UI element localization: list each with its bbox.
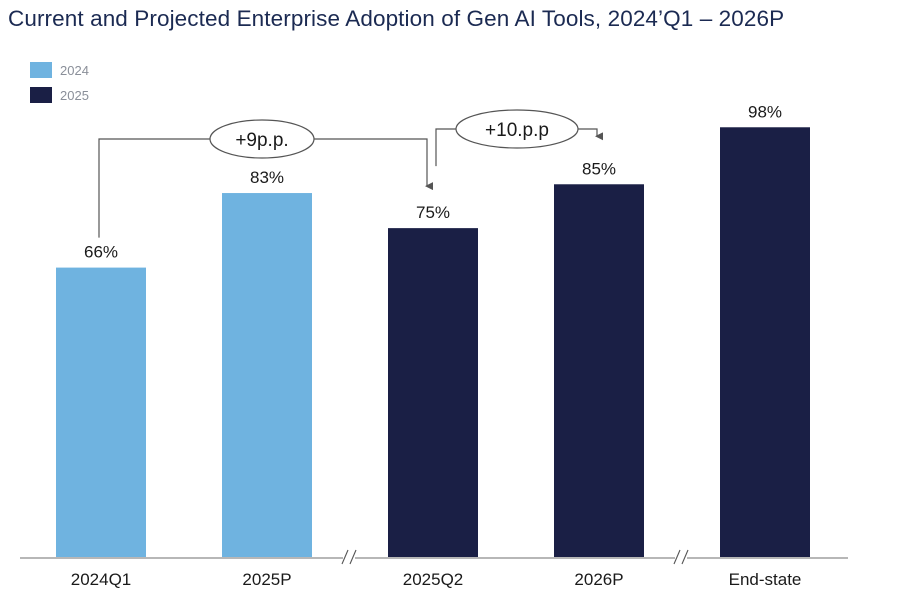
axis-break-gap-1: [343, 549, 355, 565]
bar-2025Q2: [388, 228, 478, 557]
x-tick-label-2025Q2: 2025Q2: [403, 570, 464, 589]
axis-break-slash-1a: [341, 549, 349, 565]
axis-break-slash-2b: [681, 549, 689, 565]
x-tick-label-2024Q1: 2024Q1: [71, 570, 132, 589]
bar-2025P: [222, 193, 312, 558]
legend-label-2025: 2025: [60, 88, 89, 103]
axis-break-slash-2a: [673, 549, 681, 565]
callout-label-2: +10.p.p: [485, 120, 549, 141]
legend-label-2024: 2024: [60, 63, 89, 78]
legend-swatch-2025: [30, 87, 52, 103]
data-label-2024Q1: 66%: [84, 243, 118, 262]
x-tick-label-End-state: End-state: [729, 570, 802, 589]
callout-bubble-1: [209, 119, 315, 159]
bar-2026P: [554, 184, 644, 557]
callout-label-1: +9p.p.: [235, 130, 288, 151]
bar-2024Q1: [56, 267, 146, 557]
legend-swatch-2024: [30, 62, 52, 78]
bar-End-state: [720, 127, 810, 558]
chart-title: Current and Projected Enterprise Adoptio…: [8, 6, 785, 31]
x-tick-label-2026P: 2026P: [574, 570, 623, 589]
x-tick-label-2025P: 2025P: [242, 570, 291, 589]
axis-break-gap-2: [675, 549, 687, 565]
data-label-2025P: 83%: [250, 168, 284, 187]
data-label-End-state: 98%: [748, 102, 782, 121]
data-label-2025Q2: 75%: [416, 203, 450, 222]
axis-break-slash-1b: [349, 549, 357, 565]
callout-bubble-2: [455, 109, 579, 149]
data-label-2026P: 85%: [582, 159, 616, 178]
